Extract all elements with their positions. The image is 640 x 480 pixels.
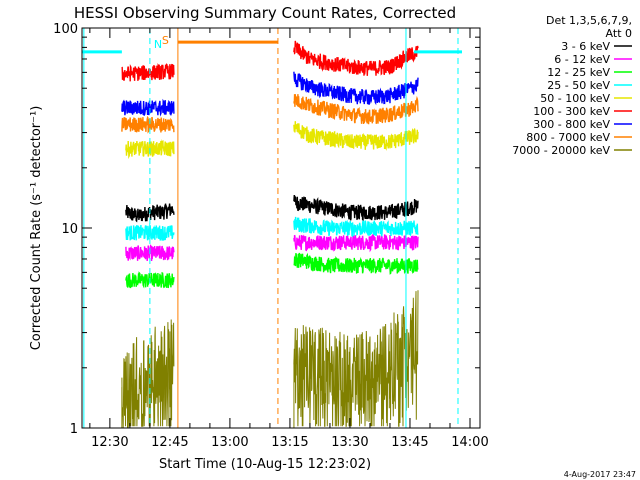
y-tick-label: 100 [53, 22, 78, 37]
legend-label: 6 - 12 keV [554, 53, 610, 66]
legend-label: 25 - 50 keV [547, 79, 610, 92]
night-label: N [154, 38, 162, 51]
series-line [121, 319, 175, 429]
legend-label: 3 - 6 keV [561, 40, 610, 53]
series-line [293, 40, 419, 76]
legend-label: 7000 - 20000 keV [512, 144, 610, 157]
x-tick-label: 13:00 [211, 435, 248, 450]
legend-header: Att 0 [606, 27, 632, 40]
series-line [121, 62, 175, 82]
x-tick-label: 13:45 [391, 435, 428, 450]
legend-label: 300 - 800 keV [533, 118, 610, 131]
series-line [121, 98, 175, 117]
x-axis-label: Start Time (10-Aug-15 12:23:02) [159, 457, 371, 472]
x-tick-label: 13:15 [271, 435, 308, 450]
saa-label: S [162, 34, 169, 47]
legend-header: Det 1,3,5,6,7,9, [546, 14, 632, 27]
series-line [121, 115, 175, 134]
y-tick-label: 1 [70, 422, 78, 437]
series-line [293, 290, 419, 427]
y-tick-label: 10 [61, 222, 78, 237]
series-line [293, 252, 419, 275]
series-line [293, 121, 419, 151]
legend-label: 100 - 300 keV [533, 105, 610, 118]
series-line [125, 223, 175, 241]
y-axis-label: Corrected Count Rate (s⁻¹ detector⁻¹) [29, 106, 44, 351]
footer-date: 4-Aug-2017 23:47 [564, 470, 636, 479]
chart-title: HESSI Observing Summary Count Rates, Cor… [74, 4, 456, 22]
x-tick-label: 14:00 [451, 435, 488, 450]
series-line [293, 234, 419, 253]
series-line [293, 216, 419, 238]
legend-label: 50 - 100 keV [540, 92, 610, 105]
legend-label: 800 - 7000 keV [526, 131, 610, 144]
series-line [293, 194, 419, 222]
x-tick-label: 13:30 [331, 435, 368, 450]
series-line [293, 71, 419, 106]
legend-label: 12 - 25 keV [547, 66, 610, 79]
x-tick-label: 12:45 [151, 435, 188, 450]
x-tick-label: 12:30 [91, 435, 128, 450]
series-line [293, 94, 419, 125]
